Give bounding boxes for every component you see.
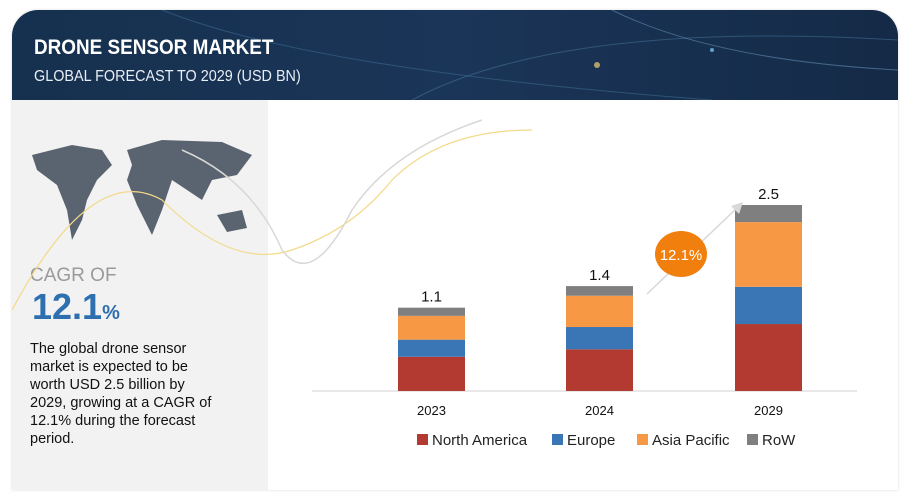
- cagr-badge-text: 12.1%: [660, 247, 703, 264]
- bar-segment-north-america: [398, 356, 465, 391]
- page-subtitle: GLOBAL FORECAST TO 2029 (USD BN): [34, 68, 301, 85]
- legend-swatch: [417, 434, 428, 445]
- legend-swatch: [747, 434, 758, 445]
- cagr-number: 12.1: [32, 286, 103, 327]
- bar-segment-asia-pacific: [398, 315, 465, 340]
- bar-segment-row: [398, 307, 465, 316]
- bar-segment-row: [735, 205, 802, 223]
- cagr-label: CAGR OF: [30, 265, 117, 286]
- summary-panel: CAGR OF 12.1% The global drone sensor ma…: [12, 100, 268, 490]
- cagr-value: 12.1%: [32, 286, 120, 328]
- cagr-badge: [655, 231, 707, 277]
- legend-label: Europe: [567, 432, 615, 449]
- bar-segment-asia-pacific: [566, 295, 633, 328]
- bar-total-label: 1.1: [421, 289, 442, 306]
- x-tick-label: 2023: [417, 403, 446, 418]
- bar-segment-asia-pacific: [735, 222, 802, 287]
- bar-segment-north-america: [566, 349, 633, 391]
- growth-arrow-head: [731, 202, 743, 214]
- market-description: The global drone sensor market is expect…: [30, 341, 212, 447]
- page-title: DRONE SENSOR MARKET: [34, 36, 274, 59]
- bar-segment-europe: [398, 339, 465, 357]
- x-tick-label: 2029: [754, 403, 783, 418]
- legend-swatch: [637, 434, 648, 445]
- bar-total-label: 2.5: [758, 186, 779, 203]
- bar-segment-europe: [566, 327, 633, 350]
- bar-total-label: 1.4: [589, 267, 610, 284]
- header-light-streaks: [161, 10, 898, 100]
- decorative-curve: [181, 119, 483, 264]
- bar-segment-row: [566, 286, 633, 296]
- legend-label: North America: [432, 432, 528, 449]
- legend-label: RoW: [762, 432, 796, 449]
- header: DRONE SENSOR MARKET GLOBAL FORECAST TO 2…: [12, 10, 898, 100]
- infographic-card: DRONE SENSOR MARKET GLOBAL FORECAST TO 2…: [12, 10, 898, 490]
- world-map-icon: [32, 140, 252, 240]
- stacked-bar-chart: 1.1 2023 1.4 2024 2.5 2029 12.1% North America E…: [12, 119, 857, 449]
- legend-swatch: [552, 434, 563, 445]
- cagr-unit: %: [102, 302, 120, 324]
- legend-label: Asia Pacific: [652, 432, 730, 449]
- x-tick-label: 2024: [585, 403, 614, 418]
- bar-segment-europe: [735, 286, 802, 325]
- decorative-curve: [12, 129, 533, 311]
- bar-segment-north-america: [735, 324, 802, 391]
